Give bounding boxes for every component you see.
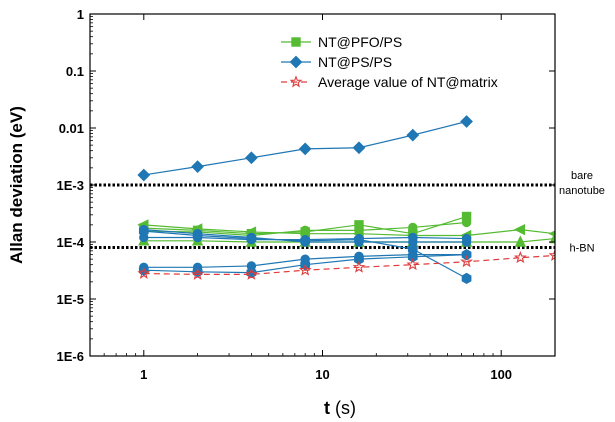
series-0-point-5 — [406, 128, 420, 142]
series-7-point-1 — [192, 229, 203, 242]
y-tick-label-4: 1E-4 — [57, 235, 85, 250]
y-tick-label-5: 1E-5 — [57, 292, 84, 307]
reference-line-0-label-1: nanotube — [559, 185, 605, 197]
y-tick-label-0: 1 — [77, 7, 84, 22]
series-10-point-3 — [298, 263, 312, 276]
reference-line-1-label-0: h-BN — [569, 243, 594, 255]
series-3-point-3 — [300, 225, 310, 236]
legend-item-2-label: Average value of NT@matrix — [318, 74, 498, 90]
y-axis-label: Allan deviation (eV) — [7, 106, 26, 264]
y-tick-label-2: 0.01 — [59, 121, 84, 136]
series-10-point-0 — [137, 266, 151, 279]
series-7-point-3 — [300, 235, 311, 247]
legend-item-1-label: NT@PS/PS — [318, 54, 392, 70]
series-0-point-2 — [245, 151, 258, 165]
series-0 — [137, 115, 473, 182]
series-10-line — [143, 254, 555, 276]
y-tick-label-1: 0.1 — [66, 64, 84, 79]
series-10-point-8 — [548, 248, 555, 261]
series-10-point-6 — [460, 255, 473, 268]
x-tick-label-0: 1 — [140, 367, 147, 382]
series-4-point-7 — [514, 235, 527, 247]
series-0-point-6 — [460, 115, 473, 128]
series-6-point-5 — [408, 232, 418, 243]
y-tick-label-6: 1E-6 — [57, 349, 84, 364]
y-tick-label-3: 1E-3 — [57, 178, 84, 193]
series-9-point-4 — [354, 253, 364, 265]
reference-lines: bare nanotube h-BN — [90, 170, 605, 255]
series-layer — [137, 115, 555, 284]
series-10-point-1 — [191, 267, 205, 280]
x-axis-label-symbol: t — [324, 398, 330, 418]
series-10 — [137, 248, 555, 280]
series-3-point-6 — [461, 217, 472, 228]
series-10-point-2 — [244, 267, 258, 280]
series-7-point-0 — [138, 225, 149, 237]
series-0-point-3 — [298, 142, 312, 156]
legend-item-1-marker — [289, 55, 303, 69]
legend-item-0-marker — [291, 37, 301, 47]
legend-item-2-marker — [289, 75, 303, 88]
x-axis-label: t (s) — [324, 398, 356, 418]
series-6-point-6 — [461, 233, 472, 244]
series-10-point-4 — [352, 260, 366, 273]
series-4-point-8 — [549, 231, 555, 244]
x-axis-label-unit: (s) — [330, 398, 356, 418]
series-10-point-7 — [513, 250, 527, 264]
series-7-point-4 — [354, 234, 364, 246]
axes: 1 0.1 0.01 1E-3 1E-4 1E-5 1E-6 1 10 100 — [57, 7, 556, 382]
x-tick-label-2: 100 — [490, 367, 512, 382]
series-9-point-5 — [407, 251, 418, 263]
series-0-point-4 — [352, 141, 366, 155]
series-7-point-6 — [461, 272, 472, 284]
series-0-point-1 — [191, 160, 204, 174]
legend-item-0-label: NT@PFO/PS — [318, 34, 402, 50]
reference-line-0-label-0: bare — [571, 170, 593, 182]
series-3-point-4 — [354, 225, 364, 236]
series-10-point-5 — [406, 257, 420, 271]
series-7 — [138, 225, 472, 284]
series-0-point-0 — [137, 168, 151, 182]
series-1-point-7 — [513, 223, 526, 236]
series-9-point-6 — [461, 249, 472, 261]
x-tick-label-1: 10 — [315, 367, 329, 382]
series-7-point-2 — [246, 232, 257, 245]
series-3-point-5 — [408, 222, 418, 233]
legend: NT@PFO/PS NT@PS/PS Average value of NT@mat… — [281, 34, 498, 90]
